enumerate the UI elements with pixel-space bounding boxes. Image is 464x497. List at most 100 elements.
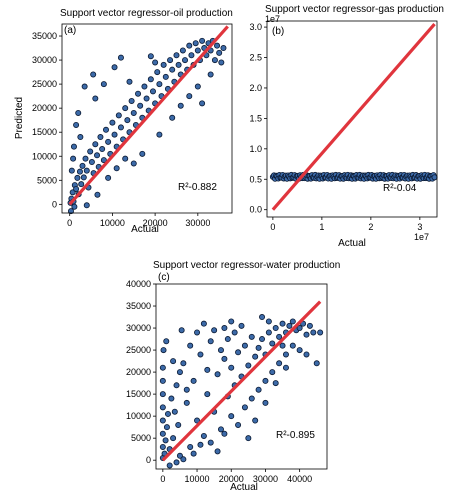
oil-data-point	[220, 45, 227, 52]
oil-data-point	[80, 174, 87, 181]
water-y-tick-label: 5000	[131, 433, 151, 443]
water-data-point	[168, 395, 175, 402]
water-data-point	[180, 456, 187, 463]
water-data-point	[235, 421, 242, 428]
oil-data-point	[113, 165, 120, 172]
oil-data-point	[92, 95, 99, 102]
oil-data-point	[97, 134, 104, 141]
oil-ideal-line	[68, 25, 229, 206]
water-data-point	[276, 333, 283, 340]
water-data-point	[164, 410, 171, 417]
oil-data-point	[94, 152, 101, 159]
oil-data-point	[68, 167, 75, 174]
oil-data-point	[100, 81, 107, 88]
water-data-point	[317, 329, 324, 336]
water-data-point	[241, 404, 248, 411]
water-data-point	[211, 327, 218, 334]
oil-data-point	[214, 42, 221, 49]
oil-data-point	[139, 150, 146, 157]
gas-axes-frame	[266, 20, 438, 218]
oil-data-point	[135, 90, 142, 97]
water-data-point	[159, 430, 166, 437]
water-data-point	[235, 349, 242, 356]
water-data-point	[187, 443, 194, 450]
water-y-tick-label: 20000	[126, 367, 151, 377]
water-data-point	[282, 364, 289, 371]
oil-y-axis-label: Predicted	[14, 97, 25, 139]
gas-x-tick-label: 1	[319, 222, 324, 232]
oil-data-point	[111, 131, 118, 138]
water-data-point	[272, 380, 279, 387]
oil-data-point	[92, 141, 99, 148]
water-data-point	[255, 386, 262, 393]
oil-data-point	[111, 64, 118, 71]
oil-title: Support vector regressor-oil production	[60, 8, 233, 19]
panel-gas: Support vector regressor-gas production …	[249, 4, 444, 249]
water-data-point	[197, 441, 204, 448]
water-y-tick-label: 30000	[126, 323, 151, 333]
oil-data-point	[79, 162, 86, 169]
water-data-point	[272, 325, 279, 332]
water-data-point	[241, 342, 248, 349]
oil-data-point	[218, 59, 225, 66]
oil-data-point	[83, 202, 90, 209]
oil-data-point	[115, 112, 122, 119]
water-y-tick-label: 40000	[126, 279, 151, 289]
oil-data-point	[141, 83, 148, 90]
oil-data-point	[77, 134, 84, 141]
oil-data-point	[90, 71, 97, 78]
gas-x-tick-label: 3	[417, 222, 422, 232]
gas-y-tick-label: 3.0	[249, 22, 262, 32]
water-ideal-line	[161, 300, 322, 462]
oil-data-point	[70, 143, 77, 150]
oil-data-point	[156, 131, 163, 138]
water-data-point	[245, 362, 252, 369]
oil-data-point	[199, 37, 206, 44]
gas-y-tick-label: 2.0	[249, 83, 262, 93]
water-data-point	[187, 342, 194, 349]
oil-data-point	[117, 124, 124, 131]
oil-data-point	[109, 119, 116, 126]
oil-data-point	[124, 117, 131, 124]
water-data-point	[255, 344, 262, 351]
water-x-tick-label: 10000	[185, 474, 210, 484]
oil-panel-label: (a)	[64, 25, 76, 36]
water-y-tick-label: 10000	[126, 411, 151, 421]
oil-data-point	[128, 97, 135, 104]
oil-data-point	[173, 52, 180, 59]
oil-x-tick-label: 30000	[185, 218, 210, 228]
oil-data-point	[216, 49, 223, 56]
oil-data-point	[182, 57, 189, 64]
oil-y-tick-label: 25000	[32, 79, 57, 89]
oil-data-point	[81, 83, 88, 90]
water-data-point	[159, 391, 166, 398]
water-data-point	[296, 347, 303, 354]
water-data-point	[190, 377, 197, 384]
gas-y-tick-label: 1.5	[249, 113, 262, 123]
water-data-point	[221, 325, 228, 332]
oil-data-point	[87, 148, 94, 155]
oil-data-point	[179, 47, 186, 54]
gas-r2-annotation: R²-0.04	[383, 183, 417, 194]
oil-data-point	[73, 121, 80, 128]
water-data-point	[204, 391, 211, 398]
water-data-point	[231, 329, 238, 336]
water-data-point	[289, 318, 296, 325]
oil-data-point	[105, 174, 112, 181]
panel-oil: Support vector regressor-oil production …	[14, 8, 233, 235]
oil-data-point	[83, 167, 90, 174]
oil-data-point	[194, 83, 201, 90]
oil-data-point	[211, 57, 218, 64]
oil-y-tick-label: 10000	[32, 151, 57, 161]
gas-y-offset-label: 1e7	[265, 14, 280, 24]
oil-data-point	[88, 159, 95, 166]
gas-ideal-line	[271, 22, 436, 211]
oil-data-point	[117, 54, 124, 61]
water-x-tick-label: 0	[160, 474, 165, 484]
water-data-point	[163, 338, 170, 345]
water-data-point	[166, 462, 173, 469]
oil-data-point	[82, 155, 89, 162]
oil-data-point	[76, 168, 83, 175]
oil-y-tick-label: 5000	[37, 175, 57, 185]
